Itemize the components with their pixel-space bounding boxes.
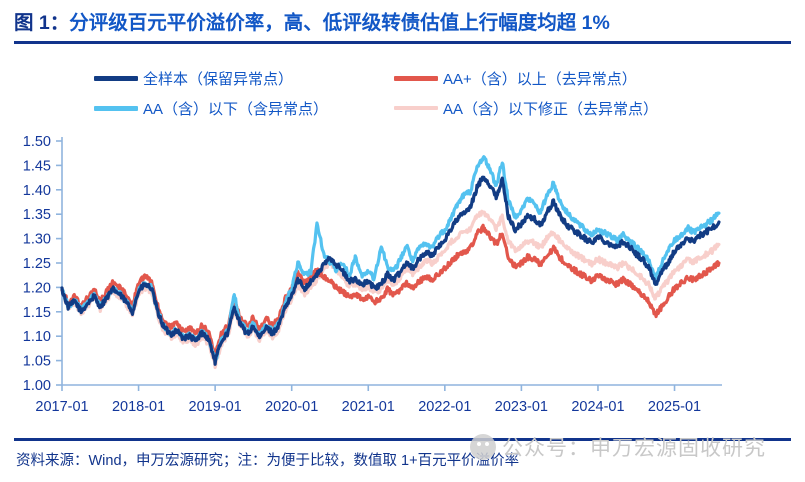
legend-item-aa-below-revised: AA（含）以下修正（去异常点）	[394, 95, 658, 121]
y-tick-label: 1.35	[23, 207, 51, 223]
x-tick-label: 2019-01	[189, 399, 242, 415]
y-axis-labels: 1.50 1.45 1.40 1.35 1.30 1.25 1.20 1.15 1.10 1.05…	[23, 134, 51, 394]
legend-item-aa-below: AA（含）以下（含异常点）	[94, 95, 328, 121]
chart-legend: 全样本（保留异常点） AA+（含）以上（去异常点） AA（含）以下（含异常点） …	[62, 63, 742, 125]
x-tick-label: 2023-01	[495, 399, 548, 415]
chart-plot-area: 1.50 1.45 1.40 1.35 1.30 1.25 1.20 1.15 1.10 1.05…	[0, 128, 805, 428]
x-axis-labels: 2017-01 2018-01 2019-01 2020-01 2021-01 2022-…	[35, 399, 701, 415]
y-tick-label: 1.45	[23, 158, 51, 174]
legend-label-aa-below: AA（含）以下（含异常点）	[143, 100, 329, 118]
y-tick-label: 1.30	[23, 232, 51, 248]
x-tick-label: 2021-01	[342, 399, 395, 415]
x-axis-ticks	[61, 385, 676, 391]
legend-label-aa-below-revised: AA（含）以下修正（去异常点）	[443, 100, 659, 118]
legend-swatch-aa-below	[94, 105, 138, 111]
figure-title-prefix: 图 1：	[14, 12, 70, 34]
x-tick-label: 2025-01	[648, 399, 701, 415]
x-tick-label: 2017-01	[35, 399, 88, 415]
x-tick-label: 2018-01	[112, 399, 165, 415]
figure-title: 图 1：分评级百元平价溢价率，高、低评级转债估值上行幅度均超 1%	[14, 8, 791, 42]
line-chart: 1.50 1.45 1.40 1.35 1.30 1.25 1.20 1.15 1.10 1.05…	[23, 134, 722, 415]
y-tick-label: 1.00	[23, 378, 51, 394]
legend-swatch-full-sample	[94, 75, 138, 81]
y-tick-label: 1.20	[23, 280, 51, 296]
legend-item-full-sample: 全样本（保留异常点）	[94, 65, 293, 91]
y-axis-ticks	[56, 140, 62, 386]
title-divider	[14, 41, 791, 44]
series-line-3	[60, 223, 721, 358]
series-line-2	[60, 155, 721, 363]
watermark-text: 公众号：申万宏源固收研究	[502, 437, 766, 460]
y-tick-label: 1.40	[23, 183, 51, 199]
footer-divider	[14, 438, 791, 441]
y-tick-label: 1.10	[23, 329, 51, 345]
legend-label-aa-plus-above: AA+（含）以上（去异常点）	[443, 70, 637, 88]
y-tick-label: 1.15	[23, 305, 51, 321]
figure-title-main: 分评级百元平价溢价率，高、低评级转债估值上行幅度均超 1%	[69, 12, 610, 34]
legend-label-full-sample: 全样本（保留异常点）	[143, 70, 294, 88]
legend-swatch-aa-plus-above	[394, 75, 438, 81]
chart-series-group	[60, 155, 721, 370]
series-line-1	[60, 175, 721, 366]
y-tick-label: 1.50	[23, 134, 51, 150]
x-tick-label: 2024-01	[571, 399, 624, 415]
legend-swatch-aa-below-revised	[394, 106, 438, 110]
x-tick-label: 2020-01	[265, 399, 318, 415]
legend-item-aa-plus-above: AA+（含）以上（去异常点）	[394, 65, 637, 91]
source-note: 资料来源：Wind，申万宏源研究；注：为便于比较，数值取 1+百元平价溢价率	[16, 453, 520, 469]
y-tick-label: 1.25	[23, 256, 51, 272]
y-tick-label: 1.05	[23, 354, 51, 370]
x-tick-label: 2022-01	[418, 399, 471, 415]
